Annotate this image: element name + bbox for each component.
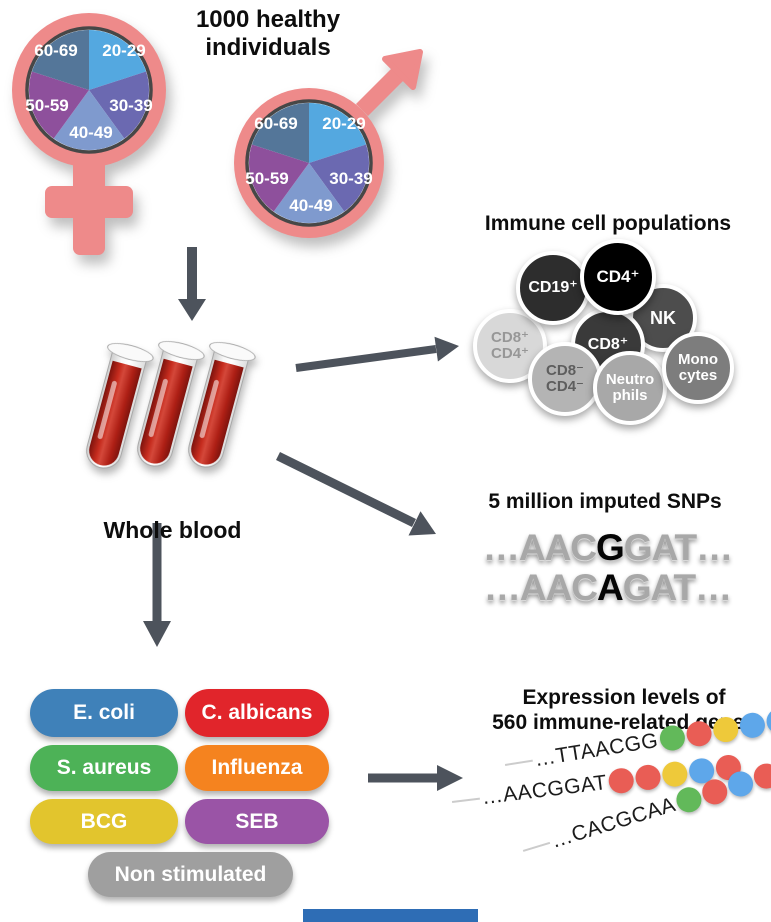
stimulus-seb: SEB <box>185 799 329 844</box>
age-label-50-59: 50-59 <box>25 96 68 115</box>
stimulus-bcg: BCG <box>30 799 178 844</box>
cell-cd19: CD19⁺ <box>516 251 590 325</box>
snp-sequence-ref: …AACGGAT… <box>455 528 760 568</box>
age-slice-20-29 <box>89 30 147 90</box>
partial-blue-bar <box>303 909 478 922</box>
yellow-dot <box>711 715 741 744</box>
age-label-40-49: 40-49 <box>69 123 112 142</box>
age-slice-40-49 <box>273 163 345 224</box>
blue-dot <box>764 706 771 736</box>
arrow-blood-to-cells <box>295 336 459 372</box>
figure-title: 1000 healthy individuals <box>195 6 341 62</box>
male-ring <box>234 88 384 238</box>
cell-neutrophils: Neutro phils <box>593 351 667 425</box>
female-age-pie: 20-29 30-39 40-49 50-59 60-69 <box>25 30 153 151</box>
age-slice-30-39 <box>89 71 149 139</box>
age-label-30-39: 30-39 <box>329 169 372 188</box>
arrow-blood-to-snps <box>276 451 436 536</box>
snp-sequence-alt: …AACAGAT… <box>455 568 760 608</box>
snp-sequences: …AACGGAT… …AACAGAT… <box>455 528 760 608</box>
snp-suffix: GAT… <box>622 567 732 608</box>
male-age-pie: 20-29 30-39 40-49 50-59 60-69 <box>245 103 373 224</box>
green-dot <box>673 784 705 816</box>
male-symbol: 20-29 30-39 40-49 50-59 60-69 <box>234 49 423 238</box>
stimulus-influenza: Influenza <box>185 745 329 791</box>
female-cross <box>45 155 133 255</box>
red-dot <box>607 766 636 795</box>
male-arrow <box>355 49 423 117</box>
snp-allele: G <box>596 527 625 568</box>
age-label-60-69: 60-69 <box>254 114 297 133</box>
whole-blood-label: Whole blood <box>103 517 242 543</box>
age-slice-50-59 <box>29 71 90 139</box>
dna-strand-line <box>504 759 533 766</box>
stimulus-nonstimulated: Non stimulated <box>88 852 293 897</box>
expression-title: Expression levels of 560 immune-related … <box>492 686 756 734</box>
female-symbol: 20-29 30-39 40-49 50-59 60-69 <box>12 13 166 255</box>
age-slice-40-49 <box>53 90 125 151</box>
female-cross-bar <box>45 186 133 218</box>
yellow-dot <box>661 760 689 789</box>
dna-strand-line <box>451 797 480 803</box>
age-slice-30-39 <box>309 144 369 212</box>
dna-strand-line <box>522 841 551 852</box>
cell-monocytes: Mono cytes <box>662 332 734 404</box>
snp-prefix: …AAC <box>482 527 597 568</box>
blue-dot <box>724 768 757 800</box>
gene-sequence: …CACGCAA <box>548 792 679 853</box>
male-arrow-head <box>385 52 420 87</box>
arrow-stimuli-to-expression <box>368 765 463 791</box>
age-slice-60-69 <box>251 103 309 163</box>
snps-title: 5 million imputed SNPs <box>488 490 722 513</box>
male-arrow-head-outline <box>382 49 423 90</box>
green-dot <box>658 723 687 753</box>
blue-dot <box>738 711 767 740</box>
red-dot <box>634 763 663 792</box>
red-dot <box>684 719 714 749</box>
blood-tubes <box>78 337 298 488</box>
age-label-20-29: 20-29 <box>322 114 365 133</box>
age-slice-50-59 <box>249 144 309 212</box>
age-label-20-29: 20-29 <box>102 41 145 60</box>
cells-title: Immune cell populations <box>484 212 732 235</box>
red-dot <box>698 776 731 808</box>
female-ring <box>12 13 166 167</box>
age-slice-20-29 <box>309 103 367 163</box>
snp-suffix: GAT… <box>623 527 733 568</box>
age-label-30-39: 30-39 <box>109 96 152 115</box>
age-label-60-69: 60-69 <box>34 41 77 60</box>
snp-prefix: …AAC <box>483 567 598 608</box>
stimulus-calbicans: C. albicans <box>185 689 329 737</box>
stimulus-ecoli: E. coli <box>30 689 178 737</box>
cell-cd8neg-cd4neg: CD8⁻ CD4⁻ <box>528 342 602 416</box>
age-label-40-49: 40-49 <box>289 196 332 215</box>
snp-allele: A <box>597 567 624 608</box>
cell-cd4: CD4⁺ <box>580 239 656 315</box>
stimulus-saureus: S. aureus <box>30 745 178 791</box>
age-label-50-59: 50-59 <box>245 169 288 188</box>
red-dot <box>750 760 771 792</box>
gene-sequence: …AACGGAT <box>480 770 609 809</box>
age-slice-60-69 <box>31 30 89 90</box>
